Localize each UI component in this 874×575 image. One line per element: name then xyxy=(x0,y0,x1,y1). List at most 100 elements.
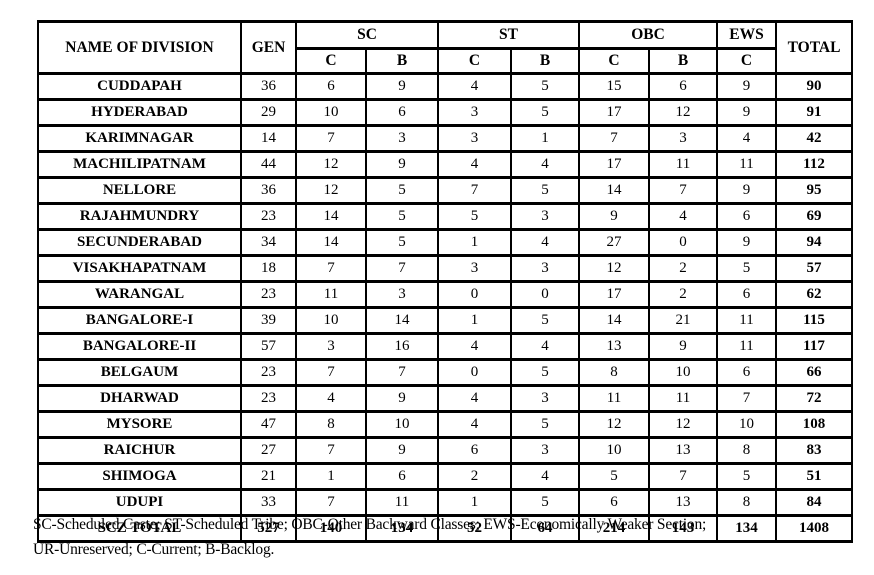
table-row: SECUNDERABAD 34 14 5 1 4 27 0 9 94 xyxy=(37,228,854,257)
value-cell: 13 xyxy=(648,436,719,465)
value-cell: 6 xyxy=(648,72,719,101)
value-cell: 4 xyxy=(510,332,581,361)
value-cell: 7 xyxy=(295,254,367,283)
value-cell: 27 xyxy=(578,228,651,257)
value-cell: 6 xyxy=(364,98,440,127)
division-name: HYDERABAD xyxy=(37,98,242,127)
value-cell: 5 xyxy=(510,306,581,335)
value-cell: 7 xyxy=(648,462,719,491)
value-cell: 34 xyxy=(240,228,297,257)
value-cell: 1 xyxy=(437,306,513,335)
division-name: SECUNDERABAD xyxy=(37,228,242,257)
value-cell: 12 xyxy=(648,410,719,439)
value-cell: 64 xyxy=(510,514,581,543)
table-row: BANGALORE-I 39 10 14 1 5 14 21 11 115 xyxy=(37,306,854,335)
value-cell: 18 xyxy=(240,254,297,283)
value-cell: 5 xyxy=(510,488,581,517)
value-cell: 12 xyxy=(648,98,719,127)
row-total-cell: 117 xyxy=(775,332,854,361)
value-cell: 36 xyxy=(240,176,297,205)
division-vacancy-table: NAME OF DIVISION GEN SC ST OBC EWS TOTAL… xyxy=(37,20,854,543)
row-total-cell: 51 xyxy=(775,462,854,491)
value-cell: 4 xyxy=(437,410,513,439)
value-cell: 8 xyxy=(295,410,367,439)
value-cell: 4 xyxy=(510,150,581,179)
row-total-cell: 112 xyxy=(775,150,854,179)
value-cell: 7 xyxy=(295,124,367,153)
header-st-backlog: B xyxy=(510,47,581,75)
header-division: NAME OF DIVISION xyxy=(37,20,242,75)
value-cell: 11 xyxy=(716,332,778,361)
value-cell: 3 xyxy=(295,332,367,361)
division-name: MYSORE xyxy=(37,410,242,439)
value-cell: 6 xyxy=(716,358,778,387)
division-name: VISAKHAPATNAM xyxy=(37,254,242,283)
value-cell: 4 xyxy=(437,72,513,101)
value-cell: 6 xyxy=(364,462,440,491)
value-cell: 17 xyxy=(578,150,651,179)
value-cell: 10 xyxy=(364,410,440,439)
value-cell: 57 xyxy=(240,332,297,361)
row-total-cell: 57 xyxy=(775,254,854,283)
table-row: RAICHUR 27 7 9 6 3 10 13 8 83 xyxy=(37,436,854,465)
value-cell: 6 xyxy=(716,202,778,231)
value-cell: 12 xyxy=(295,176,367,205)
value-cell: 6 xyxy=(437,436,513,465)
value-cell: 5 xyxy=(364,176,440,205)
value-cell: 5 xyxy=(716,462,778,491)
row-total-cell: 66 xyxy=(775,358,854,387)
value-cell: 17 xyxy=(578,280,651,309)
value-cell: 11 xyxy=(716,306,778,335)
table-row: HYDERABAD 29 10 6 3 5 17 12 9 91 xyxy=(37,98,854,127)
table-row: DHARWAD 23 4 9 4 3 11 11 7 72 xyxy=(37,384,854,413)
value-cell: 10 xyxy=(295,98,367,127)
value-cell: 5 xyxy=(510,72,581,101)
value-cell: 7 xyxy=(364,358,440,387)
value-cell: 9 xyxy=(364,150,440,179)
table-body: CUDDAPAH 36 6 9 4 5 15 6 9 90 HYDERABAD 29 10 6 3 5 17 12… xyxy=(37,72,854,543)
value-cell: 143 xyxy=(648,514,719,543)
value-cell: 5 xyxy=(510,176,581,205)
value-cell: 134 xyxy=(716,514,778,543)
row-total-cell: 115 xyxy=(775,306,854,335)
row-total-cell: 90 xyxy=(775,72,854,101)
table-row: NELLORE 36 12 5 7 5 14 7 9 95 xyxy=(37,176,854,205)
footnote-line-1: SC-Scheduled Caste; ST-Scheduled Tribe; … xyxy=(33,516,707,533)
header-group-row: NAME OF DIVISION GEN SC ST OBC EWS TOTAL xyxy=(37,20,854,75)
value-cell: 9 xyxy=(716,72,778,101)
value-cell: 1 xyxy=(437,228,513,257)
value-cell: 14 xyxy=(364,306,440,335)
division-name: WARANGAL xyxy=(37,280,242,309)
value-cell: 2 xyxy=(437,462,513,491)
value-cell: 7 xyxy=(364,254,440,283)
value-cell: 214 xyxy=(578,514,651,543)
value-cell: 134 xyxy=(364,514,440,543)
value-cell: 14 xyxy=(240,124,297,153)
value-cell: 5 xyxy=(364,228,440,257)
value-cell: 14 xyxy=(578,306,651,335)
value-cell: 3 xyxy=(510,202,581,231)
value-cell: 12 xyxy=(295,150,367,179)
value-cell: 14 xyxy=(295,202,367,231)
value-cell: 11 xyxy=(364,488,440,517)
table-row: BANGALORE-II 57 3 16 4 4 13 9 11 117 xyxy=(37,332,854,361)
value-cell: 47 xyxy=(240,410,297,439)
value-cell: 2 xyxy=(648,254,719,283)
table-row: UDUPI 33 7 11 1 5 6 13 8 84 xyxy=(37,488,854,517)
value-cell: 3 xyxy=(437,254,513,283)
table-row: SHIMOGA 21 1 6 2 4 5 7 5 51 xyxy=(37,462,854,491)
table-row: CUDDAPAH 36 6 9 4 5 15 6 9 90 xyxy=(37,72,854,101)
value-cell: 5 xyxy=(510,410,581,439)
header-sub-row: C B C B C B C xyxy=(38,47,852,75)
header-obc-backlog: B xyxy=(648,47,719,75)
value-cell: 39 xyxy=(240,306,297,335)
table-row: MACHILIPATNAM 44 12 9 4 4 17 11 11 112 xyxy=(37,150,854,179)
value-cell: 5 xyxy=(364,202,440,231)
division-name: KARIMNAGAR xyxy=(37,124,242,153)
header-group-sc: SC xyxy=(294,20,440,50)
header-group-st: ST xyxy=(437,20,581,50)
value-cell: 11 xyxy=(295,280,367,309)
division-name: MACHILIPATNAM xyxy=(37,150,242,179)
table-row: MYSORE 47 8 10 4 5 12 12 10 108 xyxy=(37,410,854,439)
